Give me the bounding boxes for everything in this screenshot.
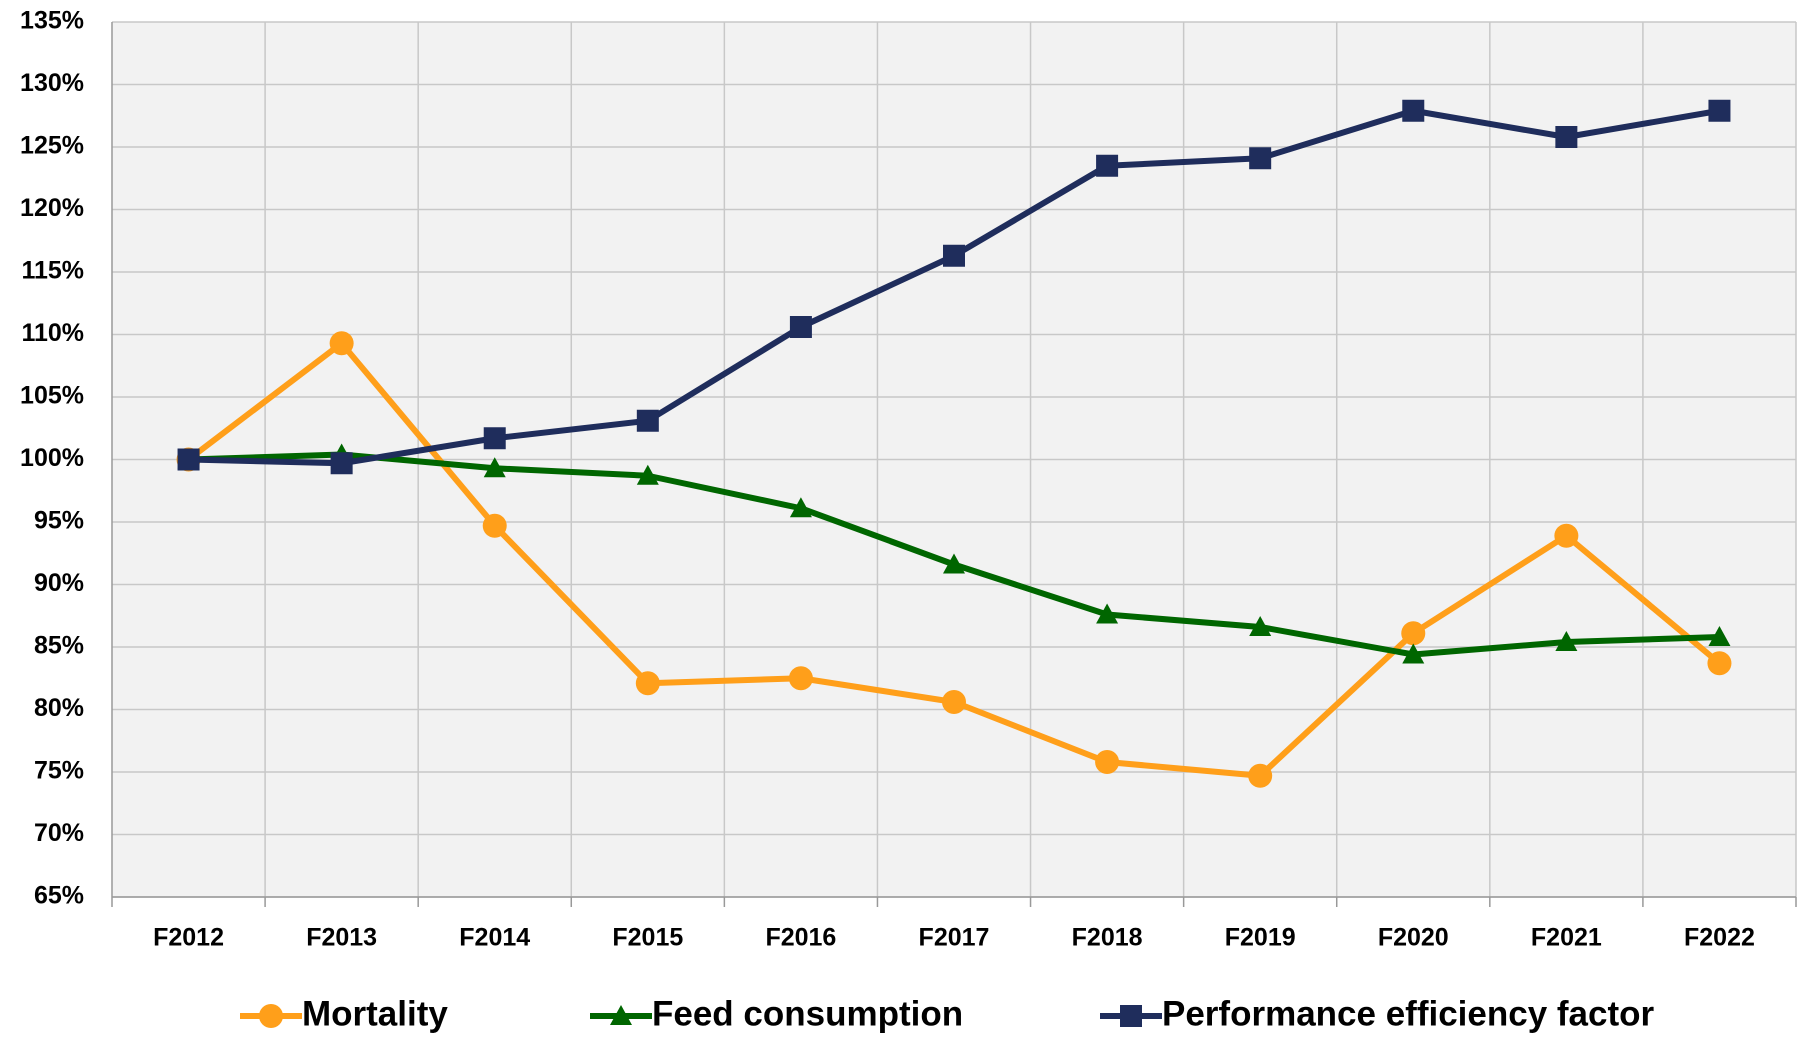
- x-tick-label: F2019: [1225, 924, 1296, 952]
- y-tick-label: 130%: [20, 69, 84, 97]
- marker: [177, 448, 200, 471]
- x-tick-label: F2013: [306, 924, 377, 952]
- y-tick-label: 80%: [34, 694, 84, 722]
- y-tick-label: 90%: [34, 569, 84, 597]
- marker: [483, 457, 506, 478]
- x-tick-label: F2012: [153, 924, 224, 952]
- marker: [1402, 99, 1425, 122]
- marker: [942, 690, 966, 714]
- y-tick-label: 95%: [34, 507, 84, 535]
- marker: [483, 427, 506, 450]
- marker: [1708, 99, 1731, 122]
- marker: [1401, 621, 1426, 646]
- marker: [635, 671, 660, 696]
- marker: [482, 513, 507, 538]
- marker: [943, 553, 965, 574]
- marker: [610, 1005, 632, 1025]
- marker: [636, 464, 659, 485]
- marker: [1707, 651, 1732, 676]
- x-tick-label: F2020: [1378, 924, 1449, 952]
- marker: [259, 1004, 283, 1028]
- y-tick-label: 70%: [34, 819, 84, 847]
- y-tick-label: 115%: [21, 257, 84, 285]
- y-tick-label: 75%: [34, 757, 84, 785]
- marker: [1402, 643, 1425, 664]
- marker: [789, 316, 812, 338]
- marker: [1555, 126, 1578, 148]
- y-tick-label: 105%: [20, 382, 84, 410]
- marker: [1095, 750, 1120, 774]
- marker: [789, 497, 812, 518]
- x-tick-label: F2016: [765, 924, 836, 952]
- x-tick-label: F2014: [459, 924, 530, 952]
- marker: [330, 452, 353, 475]
- y-tick-label: 110%: [21, 319, 84, 347]
- x-tick-label: F2021: [1531, 924, 1602, 952]
- legend-label: Feed consumption: [652, 994, 963, 1033]
- marker: [1249, 616, 1272, 636]
- x-tick-label: F2018: [1072, 924, 1143, 952]
- marker: [943, 244, 965, 267]
- legend-label: Mortality: [302, 994, 448, 1033]
- y-tick-label: 125%: [20, 132, 84, 160]
- y-tick-label: 135%: [20, 7, 84, 35]
- y-tick-label: 120%: [20, 194, 84, 222]
- marker: [1708, 626, 1731, 646]
- marker: [1248, 763, 1273, 788]
- legend-label: Performance efficiency factor: [1162, 994, 1655, 1033]
- marker: [1096, 603, 1119, 624]
- marker: [329, 331, 354, 356]
- marker: [788, 666, 813, 691]
- y-tick-label: 100%: [20, 444, 84, 472]
- marker: [636, 409, 659, 432]
- marker: [1249, 147, 1272, 170]
- y-tick-label: 65%: [34, 882, 84, 910]
- y-tick-label: 85%: [34, 632, 84, 660]
- x-tick-label: F2015: [612, 924, 683, 952]
- x-tick-label: F2017: [919, 924, 990, 952]
- x-tick-label: F2022: [1684, 924, 1755, 952]
- marker: [1096, 154, 1119, 177]
- marker: [1554, 523, 1579, 548]
- marker: [1120, 1005, 1142, 1027]
- marker: [1555, 631, 1578, 651]
